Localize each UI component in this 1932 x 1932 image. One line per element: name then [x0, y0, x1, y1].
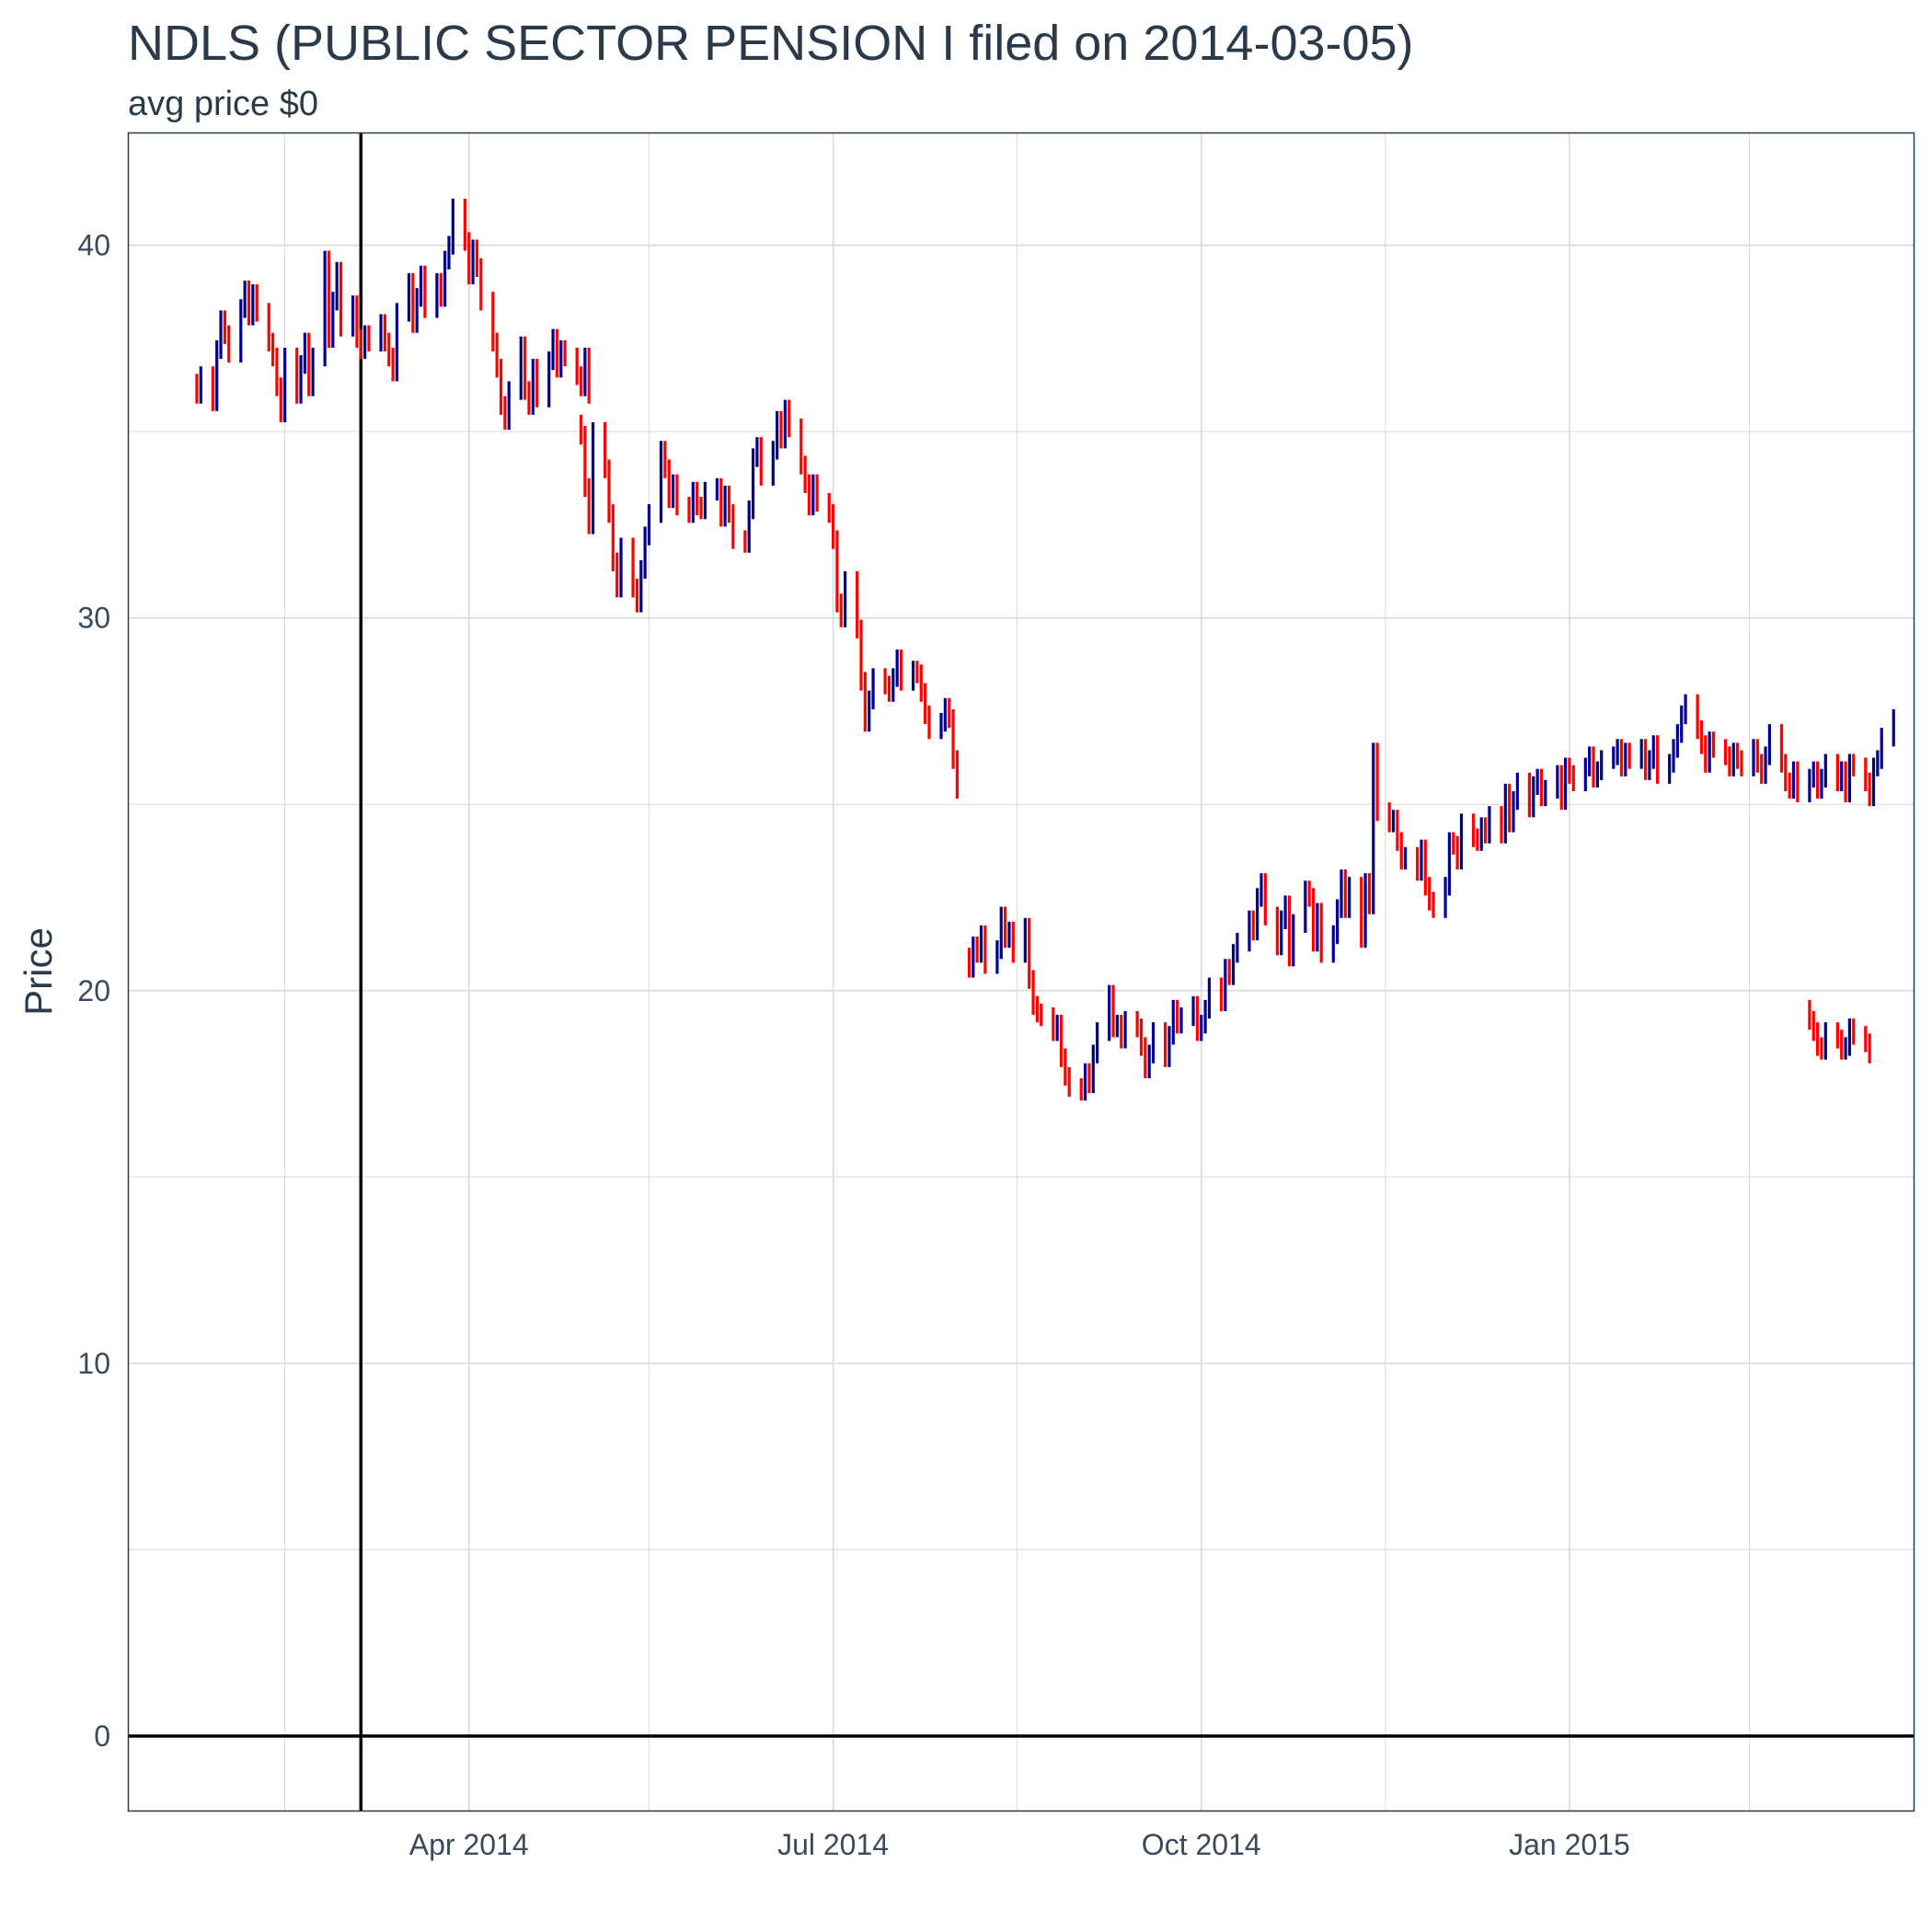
y-tick-label: 0: [94, 1719, 110, 1753]
price-bars: [195, 198, 1895, 1101]
y-axis-title: Price: [17, 927, 60, 1016]
x-axis-ticks: Apr 2014 Jul 2014 Oct 2014 Jan 2015: [409, 1828, 1630, 1861]
x-tick-label: Jul 2014: [777, 1828, 889, 1861]
x-tick-label: Apr 2014: [409, 1828, 529, 1861]
chart-subtitle: avg price $0: [128, 85, 319, 123]
x-tick-label: Jan 2015: [1509, 1828, 1630, 1861]
y-tick-label: 10: [77, 1347, 110, 1380]
y-axis-ticks: 0 10 20 30 40: [77, 229, 110, 1753]
y-tick-label: 30: [77, 602, 110, 635]
chart-title: NDLS (PUBLIC SECTOR PENSION I filed on 2…: [128, 16, 1414, 71]
plot-border: [127, 132, 1915, 1812]
x-tick-label: Oct 2014: [1142, 1828, 1261, 1861]
reference-lines: [129, 133, 1914, 1811]
y-tick-label: 40: [77, 229, 110, 262]
y-tick-label: 20: [77, 974, 110, 1007]
grid-lines: [129, 133, 1914, 1811]
